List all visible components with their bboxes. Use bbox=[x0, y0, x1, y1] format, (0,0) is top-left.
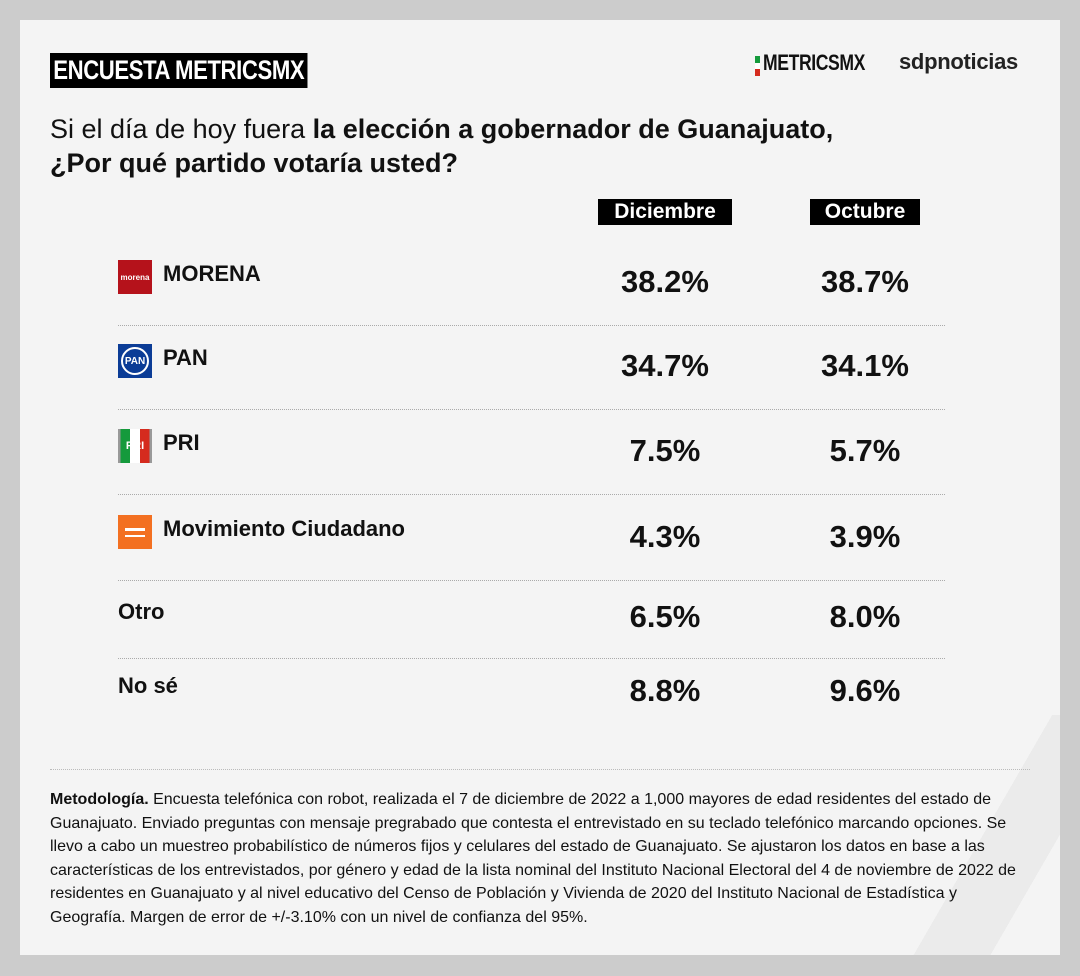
value-diciembre: 4.3% bbox=[629, 519, 701, 554]
table-row: Otro 6.5% 8.0% bbox=[118, 575, 945, 659]
value-octubre: 38.7% bbox=[821, 264, 909, 299]
flag-icon bbox=[755, 56, 760, 77]
pan-logo-icon: PAN bbox=[118, 344, 152, 378]
table-row: Movimiento Ciudadano 4.3% 3.9% bbox=[118, 497, 945, 581]
value-diciembre: 34.7% bbox=[621, 348, 709, 383]
table-row: PAN PAN 34.7% 34.1% bbox=[118, 326, 945, 410]
value-diciembre: 6.5% bbox=[629, 599, 701, 634]
table-row: PRI PRI 7.5% 5.7% bbox=[118, 411, 945, 495]
value-octubre: 8.0% bbox=[829, 599, 901, 634]
methodology: Metodología. Encuesta telefónica con rob… bbox=[50, 791, 1016, 926]
pri-logo-icon: PRI bbox=[118, 429, 152, 463]
value-octubre: 9.6% bbox=[829, 673, 901, 708]
party-label: Movimiento Ciudadano bbox=[163, 516, 405, 541]
row-divider bbox=[118, 494, 945, 495]
value-octubre: 34.1% bbox=[821, 348, 909, 383]
morena-logo-icon: morena bbox=[118, 260, 152, 294]
sdpnoticias-logo: sdpnoticias bbox=[899, 49, 1018, 74]
survey-badge: ENCUESTA METRICSMX bbox=[50, 53, 308, 88]
column-header-diciembre: Diciembre bbox=[598, 199, 732, 225]
value-octubre: 3.9% bbox=[829, 519, 901, 554]
value-diciembre: 8.8% bbox=[629, 673, 701, 708]
party-label: No sé bbox=[118, 673, 178, 698]
column-header-octubre: Octubre bbox=[810, 199, 920, 225]
divider bbox=[50, 769, 1030, 770]
value-diciembre: 38.2% bbox=[621, 264, 709, 299]
party-label: Otro bbox=[118, 599, 165, 624]
background-decoration bbox=[860, 715, 1060, 955]
row-divider bbox=[118, 325, 945, 326]
table-row: morena MORENA 38.2% 38.7% bbox=[118, 242, 945, 326]
table-row: No sé 8.8% 9.6% bbox=[118, 649, 945, 733]
row-divider bbox=[118, 409, 945, 410]
value-diciembre: 7.5% bbox=[629, 433, 701, 468]
party-label: PAN bbox=[163, 345, 208, 370]
value-octubre: 5.7% bbox=[829, 433, 901, 468]
row-divider bbox=[118, 658, 945, 659]
metricsmx-logo: METRICSMX bbox=[755, 40, 891, 77]
poll-card: ENCUESTA METRICSMX METRICSMX sdpnoticias… bbox=[20, 20, 1060, 955]
row-divider bbox=[118, 580, 945, 581]
party-label: PRI bbox=[163, 430, 200, 455]
question: Si el día de hoy fuera la elección a gob… bbox=[50, 114, 834, 178]
mc-logo-icon bbox=[118, 515, 152, 549]
party-label: MORENA bbox=[163, 261, 261, 286]
